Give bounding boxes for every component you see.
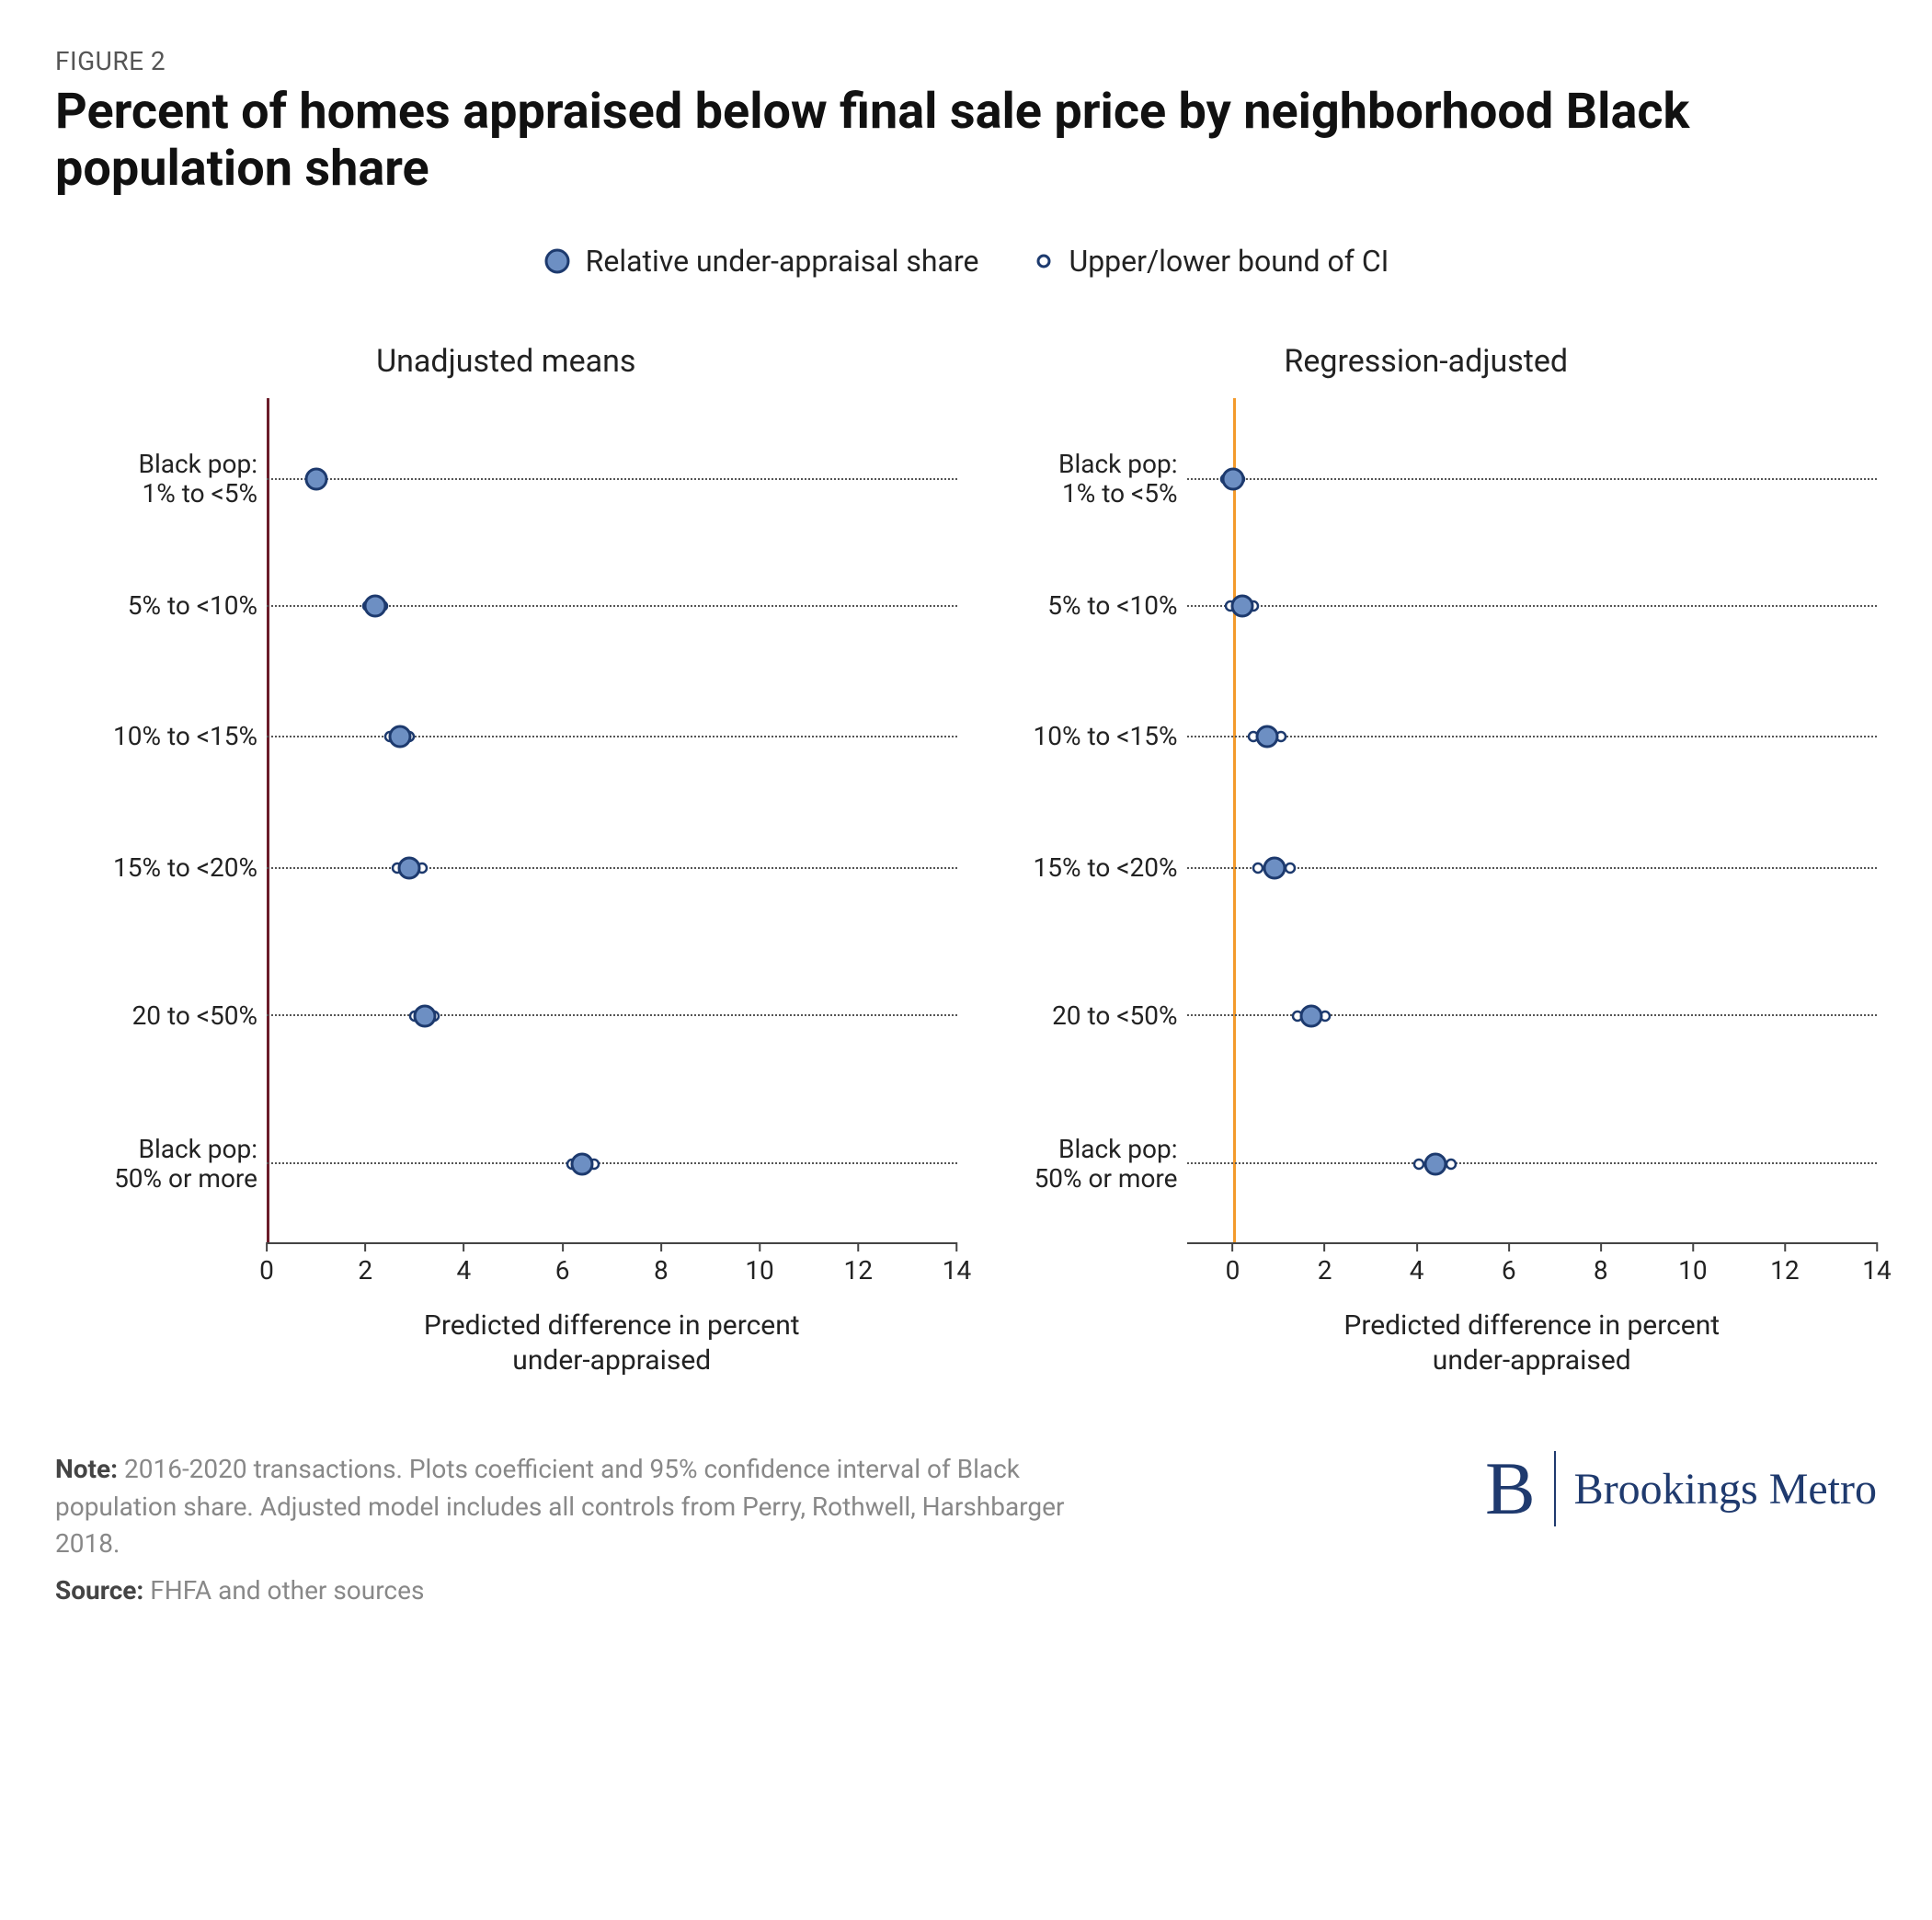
grid-row bbox=[267, 1162, 957, 1164]
plot-area: 02468101214 bbox=[267, 398, 957, 1244]
y-axis-label: 5% to <10% bbox=[128, 590, 257, 620]
chart-title: Percent of homes appraised below final s… bbox=[55, 84, 1877, 198]
y-axis-label: 10% to <15% bbox=[113, 722, 257, 751]
point-marker bbox=[1219, 465, 1247, 493]
point-marker bbox=[1261, 854, 1288, 882]
source-body: FHFA and other sources bbox=[143, 1575, 424, 1606]
legend-main-label: Relative under-appraisal share bbox=[586, 244, 979, 279]
x-axis-tick: 0 bbox=[259, 1242, 274, 1286]
zero-reference-line bbox=[267, 398, 269, 1242]
note-body: 2016-2020 transactions. Plots coefficien… bbox=[55, 1454, 1064, 1559]
chart-panel: Unadjusted means Black pop:1% to <5% 5% to… bbox=[55, 343, 957, 1377]
x-axis-label: Predicted difference in percentunder-app… bbox=[267, 1309, 957, 1377]
plot-area: 02468101214 bbox=[1187, 398, 1878, 1244]
x-axis-tick: 0 bbox=[1226, 1242, 1240, 1286]
x-axis-tick: 8 bbox=[654, 1242, 669, 1286]
y-axis-label: Black pop:50% or more bbox=[1035, 1135, 1178, 1194]
y-axis-label: 20 to <50% bbox=[132, 1001, 257, 1031]
y-axis-label: 15% to <20% bbox=[1034, 853, 1178, 883]
zero-reference-line bbox=[1233, 398, 1236, 1242]
note-prefix: Note: bbox=[55, 1454, 118, 1484]
grid-row bbox=[1187, 736, 1878, 737]
y-axis-label: 15% to <20% bbox=[113, 853, 257, 883]
grid-row bbox=[1187, 605, 1878, 607]
x-axis-label: Predicted difference in percentunder-app… bbox=[1187, 1309, 1878, 1377]
chart-panels: Unadjusted means Black pop:1% to <5% 5% to… bbox=[55, 343, 1877, 1377]
grid-row bbox=[1187, 478, 1878, 480]
point-marker bbox=[361, 592, 389, 620]
point-marker bbox=[1422, 1150, 1449, 1178]
grid-row bbox=[267, 867, 957, 869]
x-axis-tick: 8 bbox=[1594, 1242, 1608, 1286]
y-axis-label: 5% to <10% bbox=[1047, 590, 1177, 620]
x-axis-tick: 6 bbox=[555, 1242, 570, 1286]
point-marker bbox=[1229, 592, 1256, 620]
grid-row bbox=[1187, 1162, 1878, 1164]
x-axis-tick: 14 bbox=[1862, 1242, 1891, 1286]
x-axis-tick: 4 bbox=[457, 1242, 472, 1286]
panel-title: Unadjusted means bbox=[55, 343, 957, 380]
point-marker bbox=[1298, 1002, 1325, 1030]
figure-label: FIGURE 2 bbox=[55, 46, 1877, 76]
legend-item-main: Relative under-appraisal share bbox=[543, 244, 979, 279]
legend-main-marker bbox=[543, 247, 571, 275]
x-axis-tick: 10 bbox=[1678, 1242, 1707, 1286]
point-marker bbox=[395, 854, 423, 882]
y-axis-label: Black pop:50% or more bbox=[114, 1135, 257, 1194]
y-axis-label: Black pop:1% to <5% bbox=[1058, 449, 1177, 508]
x-axis-tick: 10 bbox=[745, 1242, 773, 1286]
y-axis-label: Black pop:1% to <5% bbox=[139, 449, 257, 508]
x-axis-tick: 2 bbox=[1318, 1242, 1332, 1286]
source-prefix: Source: bbox=[55, 1575, 143, 1606]
point-marker bbox=[303, 465, 330, 493]
brand-b-icon: B bbox=[1485, 1451, 1556, 1526]
grid-row bbox=[267, 736, 957, 737]
legend-ci-label: Upper/lower bound of CI bbox=[1069, 244, 1389, 279]
brand-logo: B Brookings Metro bbox=[1485, 1451, 1877, 1526]
point-marker bbox=[1253, 723, 1281, 750]
point-marker bbox=[568, 1150, 596, 1178]
grid-row bbox=[267, 1014, 957, 1016]
y-axis-label: 10% to <15% bbox=[1034, 722, 1178, 751]
x-axis-tick: 12 bbox=[844, 1242, 873, 1286]
point-marker bbox=[411, 1002, 439, 1030]
legend: Relative under-appraisal share Upper/low… bbox=[55, 244, 1877, 279]
x-axis-tick: 4 bbox=[1410, 1242, 1424, 1286]
footer-note: Note: 2016-2020 transactions. Plots coef… bbox=[55, 1451, 1067, 1609]
brand-text: Brookings Metro bbox=[1574, 1464, 1877, 1514]
y-axis-label: 20 to <50% bbox=[1052, 1001, 1177, 1031]
x-axis-tick: 6 bbox=[1502, 1242, 1516, 1286]
x-axis-tick: 12 bbox=[1770, 1242, 1799, 1286]
legend-ci-marker bbox=[1034, 251, 1054, 271]
footer: Note: 2016-2020 transactions. Plots coef… bbox=[55, 1451, 1877, 1609]
chart-panel: Regression-adjusted Black pop:1% to <5% 5%… bbox=[976, 343, 1878, 1377]
grid-row bbox=[267, 478, 957, 480]
point-marker bbox=[386, 723, 414, 750]
legend-item-ci: Upper/lower bound of CI bbox=[1034, 244, 1389, 279]
x-axis-tick: 14 bbox=[943, 1242, 971, 1286]
panel-title: Regression-adjusted bbox=[976, 343, 1878, 380]
x-axis-tick: 2 bbox=[358, 1242, 372, 1286]
